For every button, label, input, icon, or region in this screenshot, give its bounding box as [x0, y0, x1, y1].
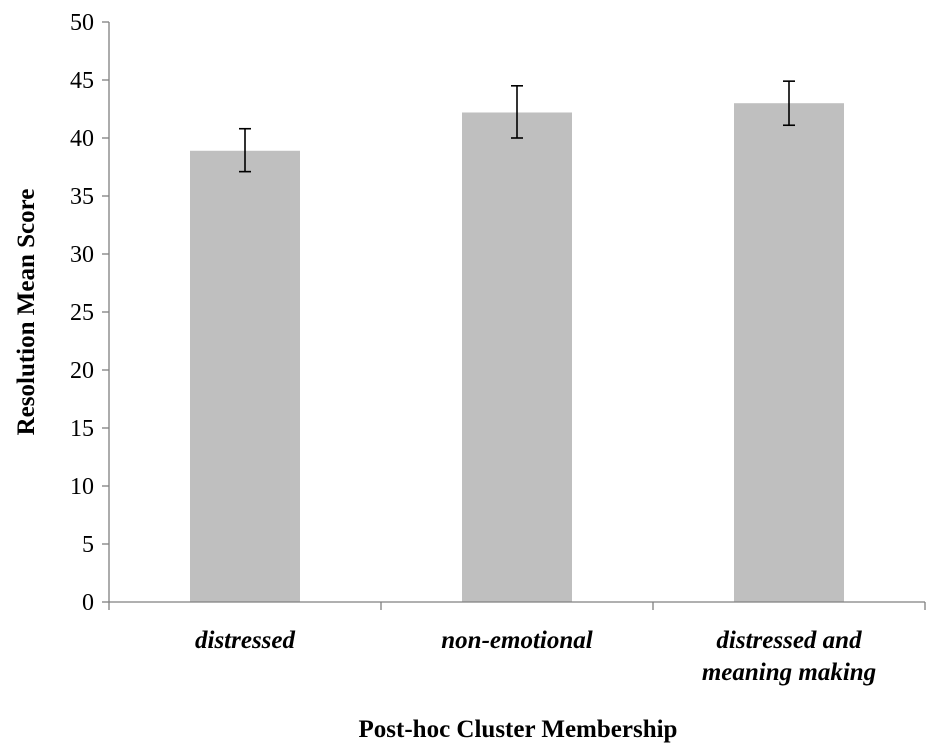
- bar: [734, 103, 844, 602]
- y-tick-label: 35: [70, 184, 94, 210]
- y-axis-title: Resolution Mean Score: [13, 189, 40, 436]
- y-tick-label: 45: [70, 68, 94, 94]
- y-tick-label: 50: [70, 10, 94, 36]
- bar: [190, 150, 300, 602]
- x-category-label: distressed: [195, 627, 296, 654]
- y-axis-ticks: 0 5 10 15 20 25 30 35 40 45 50: [70, 10, 109, 616]
- x-axis-title: Post-hoc Cluster Membership: [359, 716, 678, 743]
- y-tick-label: 20: [70, 358, 94, 384]
- x-category-label: distressed and: [716, 627, 862, 654]
- y-tick-label: 0: [82, 590, 94, 616]
- x-axis-category-labels: distressed non-emotional distressed and mea…: [195, 627, 876, 686]
- error-bar: [783, 80, 795, 127]
- error-bar: [239, 127, 251, 173]
- y-tick-label: 40: [70, 126, 94, 152]
- y-tick-label: 30: [70, 242, 94, 268]
- error-bar: [511, 85, 523, 139]
- y-tick-label: 5: [82, 532, 94, 558]
- y-tick-label: 15: [70, 416, 94, 442]
- error-bars: [239, 80, 795, 173]
- y-tick-label: 25: [70, 300, 94, 326]
- x-axis-ticks: [108, 602, 926, 610]
- y-tick-label: 10: [70, 474, 94, 500]
- x-category-label: non-emotional: [441, 627, 592, 654]
- bars: [190, 103, 844, 602]
- x-category-label: meaning making: [702, 659, 876, 686]
- bar: [462, 112, 572, 602]
